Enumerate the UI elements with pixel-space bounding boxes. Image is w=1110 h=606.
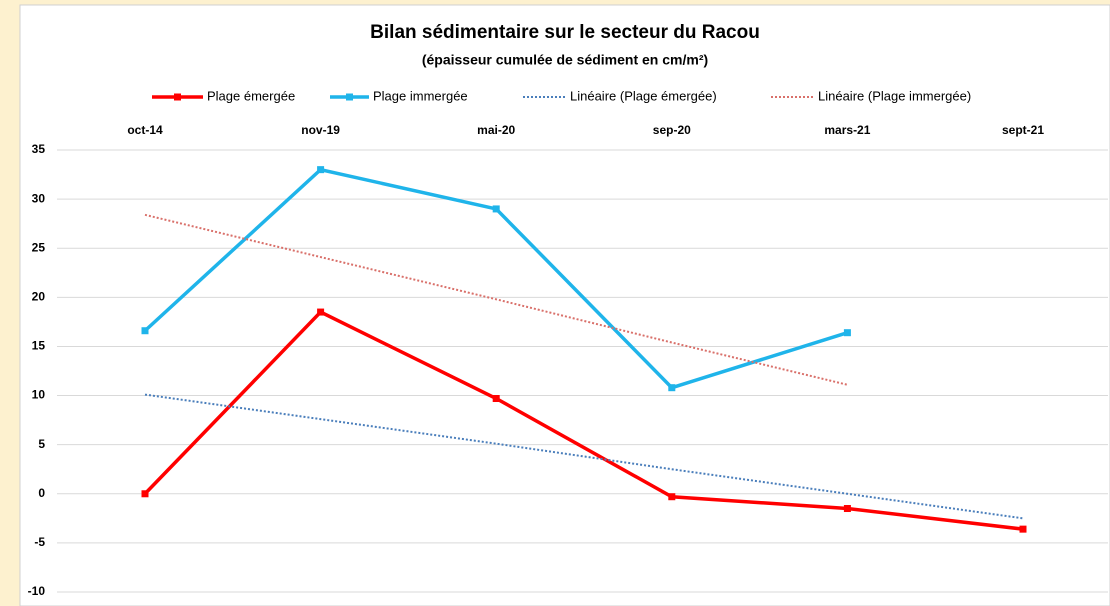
point: [1019, 525, 1027, 533]
x-tick-label: mai-20: [477, 123, 515, 137]
x-tick-label: nov-19: [301, 123, 340, 137]
legend-label: Plage immergée: [373, 88, 468, 103]
chart-subtitle: (épaisseur cumulée de sédiment en cm/m²): [422, 52, 708, 68]
x-tick-label: sep-20: [653, 123, 691, 137]
x-tick-label: sept-21: [1002, 123, 1044, 137]
x-tick-label: oct-14: [127, 123, 163, 137]
chart-title: Bilan sédimentaire sur le secteur du Rac…: [370, 22, 760, 43]
series-line: [143, 309, 1024, 531]
chart-area: [19, 4, 1110, 606]
point: [843, 505, 851, 513]
point: [843, 329, 851, 337]
y-tick-label: 10: [32, 388, 46, 402]
point: [492, 205, 500, 213]
legend-label: Plage émergée: [207, 88, 295, 103]
y-tick-label: 20: [32, 290, 46, 304]
y-tick-label: 35: [32, 142, 46, 156]
point: [317, 308, 325, 316]
y-tick-label: -10: [28, 584, 46, 598]
legend-marker: [346, 93, 353, 101]
point: [141, 490, 149, 498]
y-tick-label: 0: [38, 486, 45, 500]
legend-marker: [174, 93, 181, 101]
y-tick-label: 15: [32, 339, 46, 353]
point: [668, 384, 676, 392]
x-tick-label: mars-21: [824, 123, 870, 137]
trend-line: [144, 213, 848, 386]
point: [141, 327, 149, 335]
point: [668, 493, 676, 501]
y-tick-label: 25: [32, 240, 46, 254]
legend-label: Linéaire (Plage immergée): [818, 88, 971, 103]
y-tick-label: -5: [34, 535, 45, 549]
point: [492, 395, 500, 403]
y-tick-label: 30: [32, 191, 46, 205]
legend-label: Linéaire (Plage émergée): [570, 88, 717, 103]
y-tick-label: 5: [38, 437, 45, 451]
point: [317, 166, 325, 174]
